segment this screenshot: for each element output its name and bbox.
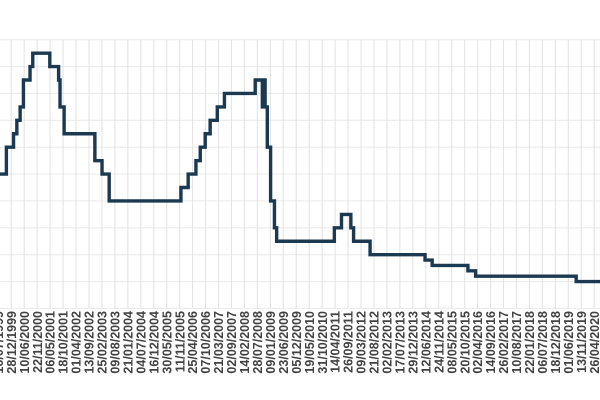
svg-text:28/12/1999: 28/12/1999 xyxy=(5,311,19,374)
svg-text:13/11/2019: 13/11/2019 xyxy=(575,311,589,373)
svg-text:26/02/2017: 26/02/2017 xyxy=(497,311,511,374)
svg-text:09/08/2003: 09/08/2003 xyxy=(108,311,122,374)
svg-text:25/02/2003: 25/02/2003 xyxy=(96,311,110,374)
svg-text:02/04/2016: 02/04/2016 xyxy=(471,311,485,374)
svg-text:14/09/2016: 14/09/2016 xyxy=(484,311,498,374)
svg-text:30/05/2005: 30/05/2005 xyxy=(160,311,174,374)
svg-text:22/11/2000: 22/11/2000 xyxy=(31,311,45,373)
svg-text:12/06/2014: 12/06/2014 xyxy=(419,311,433,374)
svg-text:01/06/2019: 01/06/2019 xyxy=(562,311,576,374)
svg-text:21/08/2012: 21/08/2012 xyxy=(368,311,382,374)
svg-text:31/10/2010: 31/10/2010 xyxy=(316,311,330,374)
svg-text:19/05/2010: 19/05/2010 xyxy=(303,311,317,374)
svg-text:22/01/2018: 22/01/2018 xyxy=(523,311,537,374)
svg-text:29/12/2013: 29/12/2013 xyxy=(406,311,420,374)
svg-text:09/01/2009: 09/01/2009 xyxy=(264,311,278,374)
svg-text:10/08/2017: 10/08/2017 xyxy=(510,311,524,374)
svg-text:13/09/2002: 13/09/2002 xyxy=(83,311,97,374)
svg-text:16/12/2004: 16/12/2004 xyxy=(147,311,161,374)
svg-text:06/05/2001: 06/05/2001 xyxy=(44,311,58,374)
svg-text:16/07/1999: 16/07/1999 xyxy=(0,311,6,374)
svg-text:28/07/2008: 28/07/2008 xyxy=(251,311,265,374)
svg-text:17/07/2013: 17/07/2013 xyxy=(393,311,407,374)
svg-text:24/11/2014: 24/11/2014 xyxy=(432,311,446,373)
svg-text:02/09/2007: 02/09/2007 xyxy=(225,311,239,374)
svg-text:18/12/2018: 18/12/2018 xyxy=(549,311,563,374)
svg-text:23/06/2009: 23/06/2009 xyxy=(277,311,291,374)
svg-text:20/10/2015: 20/10/2015 xyxy=(458,311,472,374)
svg-text:26/09/2011: 26/09/2011 xyxy=(342,311,356,373)
svg-text:07/10/2006: 07/10/2006 xyxy=(199,311,213,374)
svg-text:09/03/2012: 09/03/2012 xyxy=(355,311,369,374)
svg-text:26/04/2020: 26/04/2020 xyxy=(588,311,600,374)
svg-text:10/06/2000: 10/06/2000 xyxy=(18,311,32,374)
svg-text:11/11/2005: 11/11/2005 xyxy=(173,311,187,372)
svg-text:08/05/2015: 08/05/2015 xyxy=(445,311,459,374)
svg-text:05/12/2009: 05/12/2009 xyxy=(290,311,304,374)
svg-text:18/10/2001: 18/10/2001 xyxy=(57,311,71,374)
svg-text:14/04/2011: 14/04/2011 xyxy=(329,311,343,373)
svg-text:25/04/2006: 25/04/2006 xyxy=(186,311,200,374)
svg-text:14/02/2008: 14/02/2008 xyxy=(238,311,252,374)
svg-text:02/02/2013: 02/02/2013 xyxy=(381,311,395,374)
svg-text:21/01/2004: 21/01/2004 xyxy=(121,311,135,374)
svg-text:06/07/2018: 06/07/2018 xyxy=(536,311,550,374)
svg-text:01/04/2002: 01/04/2002 xyxy=(70,311,84,374)
svg-text:04/07/2004: 04/07/2004 xyxy=(134,311,148,374)
svg-text:21/03/2007: 21/03/2007 xyxy=(212,311,226,374)
